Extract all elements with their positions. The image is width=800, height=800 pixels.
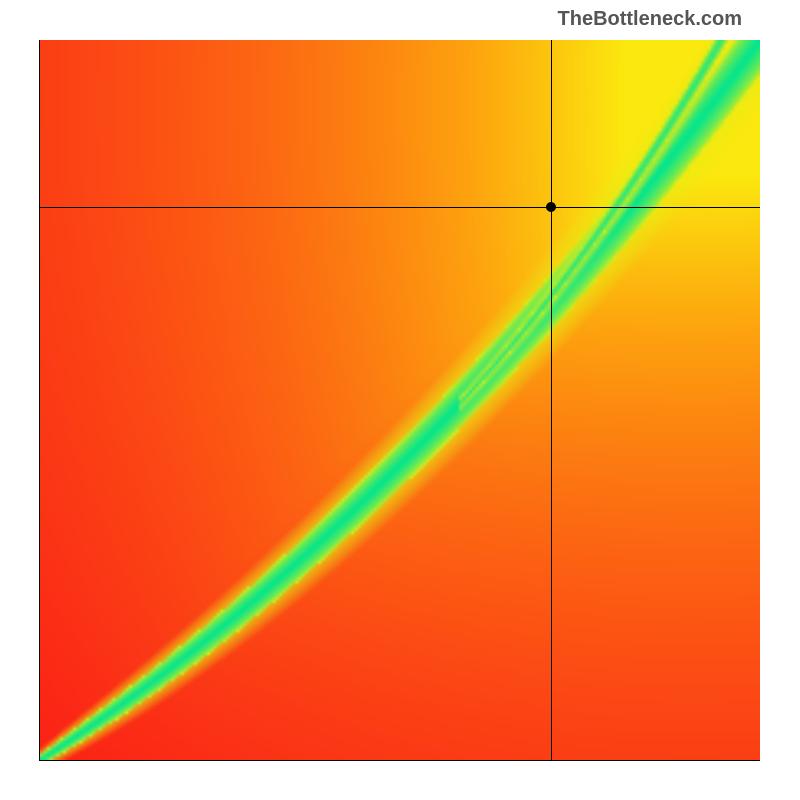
plot-area xyxy=(40,40,760,760)
crosshair-vertical xyxy=(551,40,552,760)
x-axis-line xyxy=(40,760,760,761)
crosshair-horizontal xyxy=(40,207,760,208)
heatmap-canvas xyxy=(40,40,760,760)
crosshair-point xyxy=(546,202,556,212)
chart-container: TheBottleneck.com xyxy=(0,0,800,800)
y-axis-line xyxy=(39,40,40,761)
watermark-text: TheBottleneck.com xyxy=(558,8,742,31)
